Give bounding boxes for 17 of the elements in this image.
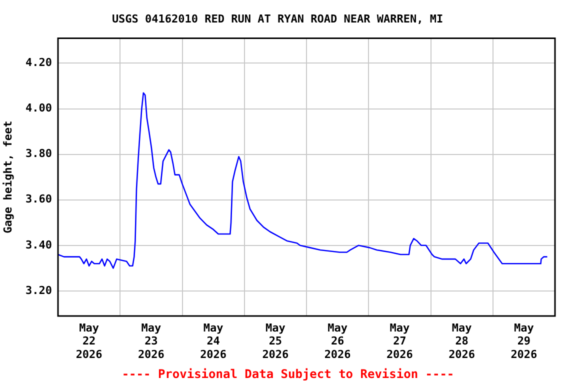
y-tick-label: 4.20 — [26, 56, 52, 70]
x-tick-label: May 28 2026 — [448, 321, 476, 361]
x-tick-label: May 24 2026 — [200, 321, 227, 361]
x-tick-label: May 23 2026 — [138, 321, 165, 361]
y-tick-label: 3.60 — [26, 192, 52, 206]
x-tick-label: May 26 2026 — [324, 321, 352, 361]
y-axis-title: Gage height, feet — [1, 120, 14, 234]
y-tick-label: 3.20 — [26, 284, 52, 297]
x-tick-label: May 29 2026 — [510, 321, 538, 361]
text: ---- Provisional Data Subject to Revision ---- — [122, 367, 454, 382]
x-tick-label: May 22 2026 — [76, 321, 103, 361]
x-tick-label: May 25 2026 — [262, 321, 290, 361]
x-tick-label: May 27 2026 — [386, 321, 414, 361]
y-tick-label: 3.80 — [26, 147, 52, 160]
chart-title: USGS 04162010 RED RUN AT RYAN ROAD NEAR WARREN, MI — [112, 12, 444, 26]
y-tick-label: 3.40 — [26, 238, 52, 252]
y-tick-label: 4.00 — [26, 102, 52, 115]
